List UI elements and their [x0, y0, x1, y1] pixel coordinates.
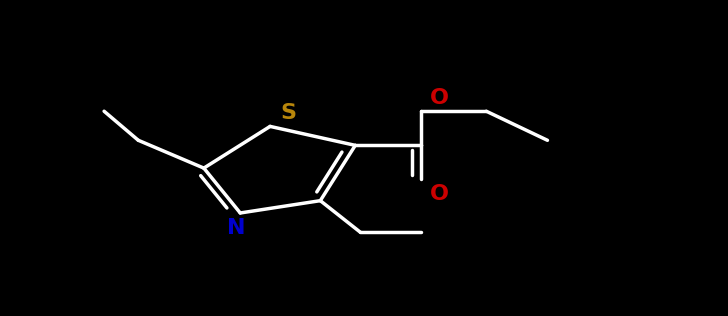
Text: N: N — [227, 218, 246, 238]
Text: O: O — [430, 88, 448, 108]
Text: O: O — [430, 184, 448, 204]
Text: S: S — [280, 103, 296, 123]
